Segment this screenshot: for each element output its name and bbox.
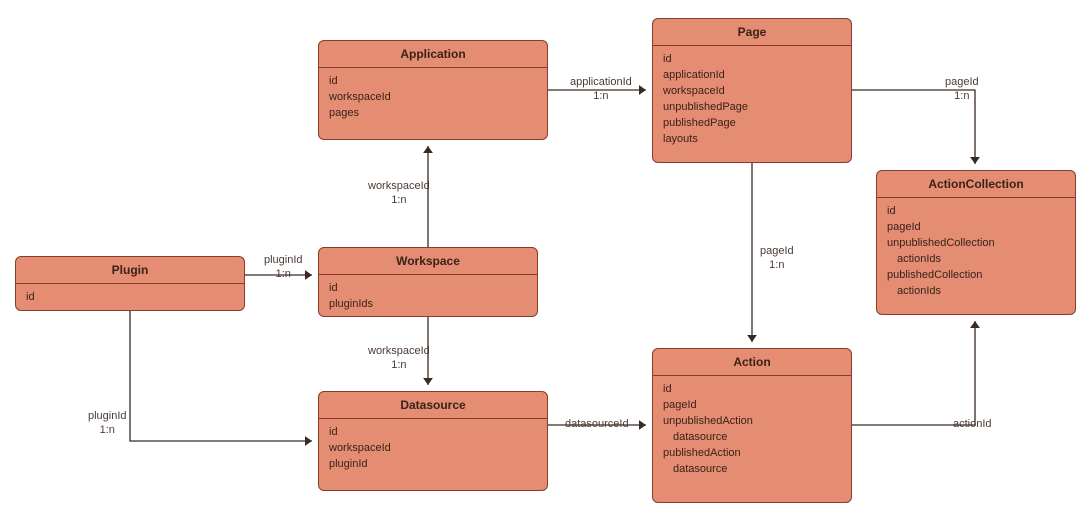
entity-title: Application	[319, 41, 547, 68]
entity-attr: id	[329, 281, 527, 297]
edge-label-plugin-workspace: pluginId1:n	[264, 254, 303, 282]
entity-attr: pageId	[887, 220, 1065, 236]
edge-label-workspace-datasource: workspaceId1:n	[368, 345, 430, 373]
entity-title: Workspace	[319, 248, 537, 275]
entity-attr: publishedAction	[663, 446, 841, 462]
entity-attrs: idpageIdunpublishedCollectionactionIdspu…	[877, 198, 1075, 308]
entity-attrs: idapplicationIdworkspaceIdunpublishedPag…	[653, 46, 851, 156]
entity-actioncollection: ActionCollectionidpageIdunpublishedColle…	[876, 170, 1076, 315]
entity-attrs: id	[16, 284, 244, 311]
entity-workspace: WorkspaceidpluginIds	[318, 247, 538, 317]
entity-attr: workspaceId	[663, 84, 841, 100]
arrowhead-icon	[305, 270, 312, 280]
entity-attr: publishedCollection	[887, 268, 1065, 284]
entity-attr: id	[329, 425, 537, 441]
entity-attr: id	[887, 204, 1065, 220]
entity-attr: publishedPage	[663, 116, 841, 132]
entity-attrs: idworkspaceIdpages	[319, 68, 547, 130]
edge-label-page-actioncollection: pageId1:n	[945, 76, 979, 104]
entity-attr: unpublishedAction	[663, 414, 841, 430]
edge-action-actioncollection	[852, 321, 975, 425]
arrowhead-icon	[970, 321, 980, 328]
edge-plugin-datasource	[130, 311, 312, 441]
entity-title: Page	[653, 19, 851, 46]
arrowhead-icon	[639, 85, 646, 95]
edge-label-page-action: pageId1:n	[760, 245, 794, 273]
entity-title: ActionCollection	[877, 171, 1075, 198]
entity-attr: actionIds	[887, 252, 1065, 268]
arrowhead-icon	[423, 146, 433, 153]
entity-attrs: idpluginIds	[319, 275, 537, 317]
entity-attr: unpublishedPage	[663, 100, 841, 116]
entity-title: Plugin	[16, 257, 244, 284]
entity-attr: id	[663, 52, 841, 68]
entity-plugin: Plugin id	[15, 256, 245, 311]
entity-attr: id	[329, 74, 537, 90]
entity-attr: pluginIds	[329, 297, 527, 313]
edge-label-datasource-action: datasourceId	[565, 418, 629, 432]
arrowhead-icon	[423, 378, 433, 385]
entity-attr: id	[26, 290, 234, 306]
entity-page: PageidapplicationIdworkspaceIdunpublishe…	[652, 18, 852, 163]
arrowhead-icon	[639, 420, 646, 430]
entity-action: ActionidpageIdunpublishedActiondatasourc…	[652, 348, 852, 503]
entity-attr: datasource	[663, 430, 841, 446]
entity-attrs: idworkspaceIdpluginId	[319, 419, 547, 481]
entity-attrs: idpageIdunpublishedActiondatasourcepubli…	[653, 376, 851, 486]
entity-title: Action	[653, 349, 851, 376]
arrowhead-icon	[970, 157, 980, 164]
entity-attr: workspaceId	[329, 441, 537, 457]
arrowhead-icon	[747, 335, 757, 342]
entity-datasource: DatasourceidworkspaceIdpluginId	[318, 391, 548, 491]
edge-label-workspace-application: workspaceId1:n	[368, 180, 430, 208]
entity-attr: pageId	[663, 398, 841, 414]
entity-attr: pluginId	[329, 457, 537, 473]
arrowhead-icon	[305, 436, 312, 446]
entity-attr: workspaceId	[329, 90, 537, 106]
edge-label-action-actioncollection: actionId	[953, 418, 992, 432]
entity-application: ApplicationidworkspaceIdpages	[318, 40, 548, 140]
entity-attr: layouts	[663, 132, 841, 148]
entity-attr: pages	[329, 106, 537, 122]
entity-title: Datasource	[319, 392, 547, 419]
edge-label-plugin-datasource: pluginId1:n	[88, 410, 127, 438]
edge-label-application-page: applicationId1:n	[570, 76, 632, 104]
entity-attr: unpublishedCollection	[887, 236, 1065, 252]
entity-attr: id	[663, 382, 841, 398]
entity-attr: applicationId	[663, 68, 841, 84]
entity-attr: datasource	[663, 462, 841, 478]
entity-attr: actionIds	[887, 284, 1065, 300]
